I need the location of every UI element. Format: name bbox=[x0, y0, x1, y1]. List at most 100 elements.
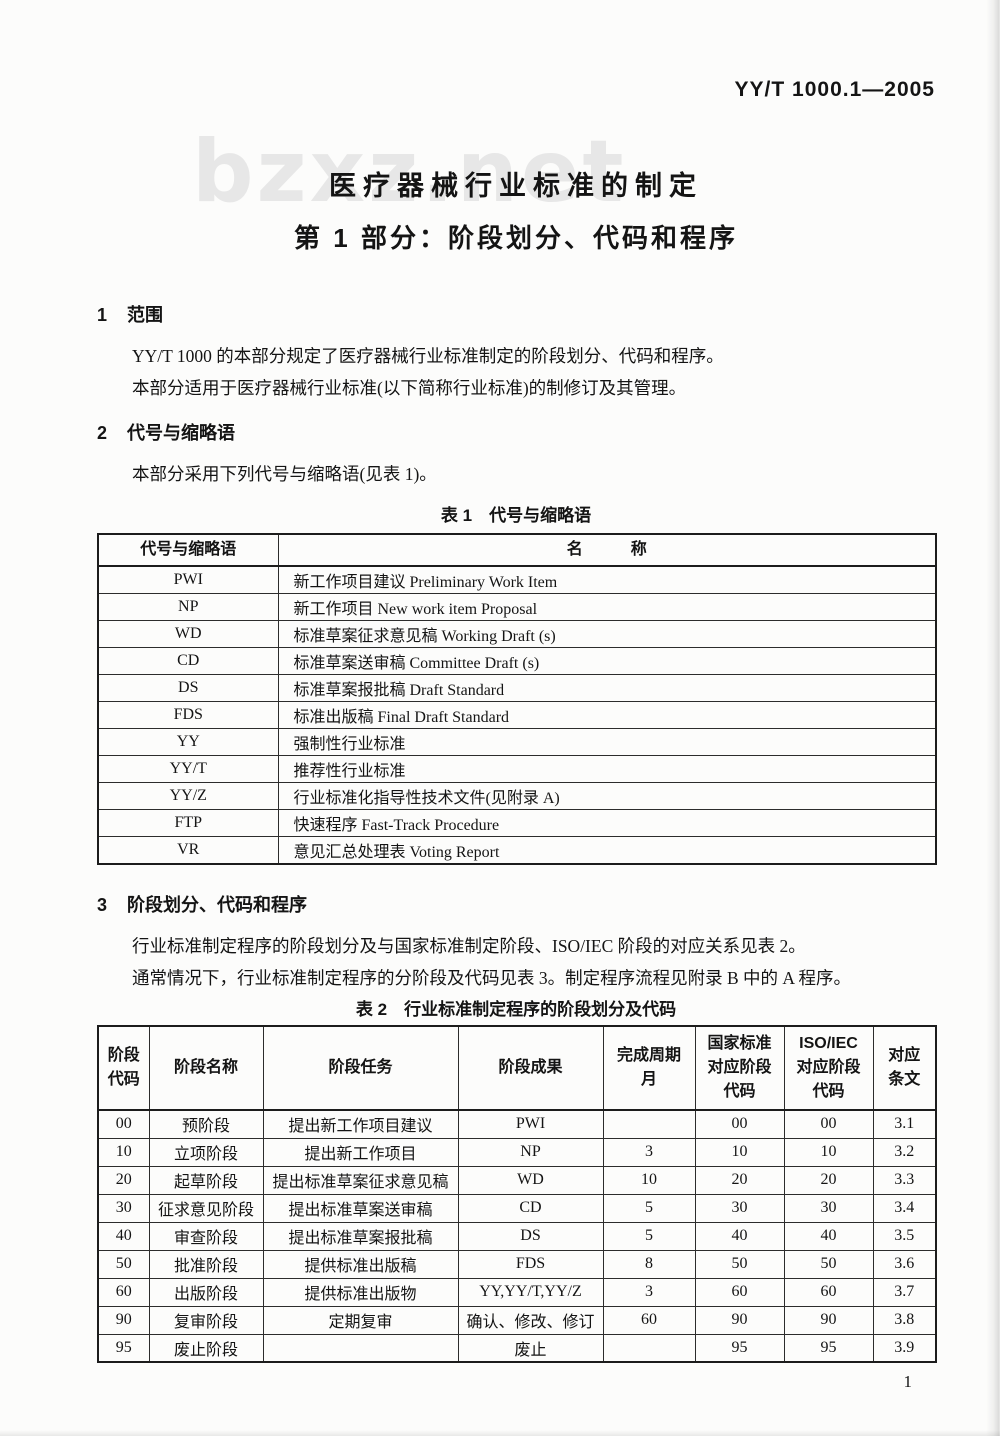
table-cell: YY/Z bbox=[97, 782, 279, 810]
table-cell: 50 bbox=[783, 1249, 874, 1279]
table-cell: FDS bbox=[97, 701, 279, 729]
section-2-heading: 2 代号与缩略语 bbox=[97, 419, 935, 445]
table-cell: DS bbox=[457, 1221, 604, 1251]
table-cell: CD bbox=[457, 1193, 604, 1223]
table-row: PWI 新工作项目建议 Preliminary Work Item bbox=[97, 565, 937, 594]
section-1-number: 1 bbox=[97, 305, 108, 325]
table-cell: 行业标准化指导性技术文件(见附录 A) bbox=[277, 782, 937, 810]
table-cell: 60 bbox=[783, 1277, 874, 1307]
table-row: VR 意见汇总处理表 Voting Report bbox=[97, 836, 937, 865]
table-cell: 3 bbox=[602, 1277, 696, 1307]
table-cell: 预阶段 bbox=[148, 1109, 264, 1139]
table-cell: 提出标准草案送审稿 bbox=[262, 1193, 459, 1223]
table-2-header-row: 阶段 代码 阶段名称 阶段任务 阶段成果 完成周期 月国家标准 对应阶段 代码 ISO/I… bbox=[97, 1025, 937, 1111]
table-cell bbox=[602, 1109, 696, 1139]
table-cell: 5 bbox=[602, 1193, 696, 1223]
table-cell: 40 bbox=[694, 1221, 785, 1251]
section-3-paragraph-1: 行业标准制定程序的阶段划分及与国家标准制定阶段、ISO/IEC 阶段的对应关系见… bbox=[132, 936, 806, 956]
table-cell: 提出新工作项目建议 bbox=[262, 1109, 459, 1139]
table-cell: 提出标准草案报批稿 bbox=[262, 1221, 459, 1251]
column-header: 对应 条文 bbox=[872, 1025, 937, 1111]
table-cell: 00 bbox=[97, 1109, 150, 1139]
table-cell: 提供标准出版稿 bbox=[262, 1249, 459, 1279]
table-cell: 征求意见阶段 bbox=[148, 1193, 264, 1223]
standard-number: YY/T 1000.1—2005 bbox=[734, 78, 935, 101]
table-cell: 批准阶段 bbox=[148, 1249, 264, 1279]
table-cell: 10 bbox=[602, 1165, 696, 1195]
table-cell: 95 bbox=[694, 1333, 785, 1363]
column-header: 名 称 bbox=[277, 533, 937, 567]
column-header: 阶段 代码 bbox=[97, 1025, 150, 1111]
table-cell bbox=[262, 1333, 459, 1363]
section-2-title: 代号与缩略语 bbox=[127, 423, 236, 443]
table-cell: 3.1 bbox=[872, 1109, 937, 1139]
table-cell: 强制性行业标准 bbox=[277, 728, 937, 756]
table-row: 00 预阶段 提出新工作项目建议 PWI 00 00 3.1 bbox=[97, 1109, 937, 1139]
table-cell: CD bbox=[97, 647, 279, 675]
table-row: FTP 快速程序 Fast-Track Procedure bbox=[97, 809, 937, 837]
table-row: 60 出版阶段 提供标准出版物 YY,YY/T,YY/Z 3 60 60 3.7 bbox=[97, 1277, 937, 1307]
document-page: YY/T 1000.1—2005 医疗器械行业标准的制定 第 1 部分：阶段划分… bbox=[97, 78, 937, 1391]
table-cell: 3 bbox=[602, 1137, 696, 1167]
table-cell: 审查阶段 bbox=[148, 1221, 264, 1251]
table-cell: PWI bbox=[457, 1109, 604, 1139]
table-cell: 50 bbox=[97, 1249, 150, 1279]
table-cell: 提出新工作项目 bbox=[262, 1137, 459, 1167]
table-cell: 95 bbox=[97, 1333, 150, 1363]
table-cell: 快速程序 Fast-Track Procedure bbox=[277, 809, 937, 837]
table-cell: 10 bbox=[694, 1137, 785, 1167]
table-cell: WD bbox=[457, 1165, 604, 1195]
table-cell: 20 bbox=[97, 1165, 150, 1195]
table-cell: 标准出版稿 Final Draft Standard bbox=[277, 701, 937, 729]
table-cell: 3.7 bbox=[872, 1277, 937, 1307]
section-3-heading: 3 阶段划分、代码和程序 bbox=[97, 891, 935, 917]
table-cell: 30 bbox=[783, 1193, 874, 1223]
table-cell: NP bbox=[457, 1137, 604, 1167]
table-2-caption: 表 2 行业标准制定程序的阶段划分及代码 bbox=[355, 1000, 677, 1019]
table-cell: 60 bbox=[694, 1277, 785, 1307]
table-cell: 40 bbox=[97, 1221, 150, 1251]
document-title: 医疗器械行业标准的制定 第 1 部分：阶段划分、代码和程序 bbox=[97, 164, 935, 255]
watermark: bzxz.net bbox=[192, 122, 627, 222]
table-cell: YY/T bbox=[97, 755, 279, 783]
section-2-number: 2 bbox=[97, 423, 108, 443]
table-cell: 废止阶段 bbox=[148, 1333, 264, 1363]
column-header: 完成周期 月 bbox=[602, 1025, 696, 1111]
table-cell: 8 bbox=[602, 1249, 696, 1279]
table-row: 50 批准阶段 提供标准出版稿 FDS 8 50 50 3.6 bbox=[97, 1249, 937, 1279]
table-row: YY/Z 行业标准化指导性技术文件(见附录 A) bbox=[97, 782, 937, 810]
table-cell: 意见汇总处理表 Voting Report bbox=[277, 836, 937, 865]
table-cell: FDS bbox=[457, 1249, 604, 1279]
table-cell: NP bbox=[97, 593, 279, 621]
title-line-2: 第 1 部分：阶段划分、代码和程序 bbox=[294, 223, 738, 253]
table-cell: 标准草案征求意见稿 Working Draft (s) bbox=[277, 620, 937, 648]
section-3-title: 阶段划分、代码和程序 bbox=[127, 895, 308, 915]
section-1-paragraph-1: YY/T 1000 的本部分规定了医疗器械行业标准制定的阶段划分、代码和程序。 bbox=[132, 346, 724, 366]
table-cell: 30 bbox=[97, 1193, 150, 1223]
table-1-header-row: 代号与缩略语名 称 bbox=[97, 533, 937, 567]
table-cell: 标准草案报批稿 Draft Standard bbox=[277, 674, 937, 702]
table-2-stages: 阶段 代码 阶段名称 阶段任务 阶段成果 完成周期 月国家标准 对应阶段 代码 ISO/I… bbox=[97, 1025, 937, 1363]
section-1-paragraph-2: 本部分适用于医疗器械行业标准(以下简称行业标准)的制修订及其管理。 bbox=[132, 378, 687, 398]
table-cell: 3.4 bbox=[872, 1193, 937, 1223]
table-cell: 3.5 bbox=[872, 1221, 937, 1251]
table-row: 10 立项阶段 提出新工作项目 NP 3 10 10 3.2 bbox=[97, 1137, 937, 1167]
table-cell: YY,YY/T,YY/Z bbox=[457, 1277, 604, 1307]
title-line-1: 医疗器械行业标准的制定 bbox=[329, 171, 703, 201]
table-cell: 00 bbox=[694, 1109, 785, 1139]
table-cell: 标准草案送审稿 Committee Draft (s) bbox=[277, 647, 937, 675]
table-cell: 30 bbox=[694, 1193, 785, 1223]
table-cell: 90 bbox=[694, 1305, 785, 1335]
column-header: 国家标准 对应阶段 代码 bbox=[694, 1025, 785, 1111]
table-cell: 95 bbox=[783, 1333, 874, 1363]
table-1-abbreviations: 代号与缩略语名 称 PWI 新工作项目建议 Preliminary Work It… bbox=[97, 533, 937, 865]
table-row: 90 复审阶段 定期复审 确认、修改、修订 60 90 90 3.8 bbox=[97, 1305, 937, 1335]
table-cell: 90 bbox=[783, 1305, 874, 1335]
table-row: 40 审查阶段 提出标准草案报批稿 DS 5 40 40 3.5 bbox=[97, 1221, 937, 1251]
table-row: CD 标准草案送审稿 Committee Draft (s) bbox=[97, 647, 937, 675]
table-row: 30 征求意见阶段 提出标准草案送审稿 CD 5 30 30 3.4 bbox=[97, 1193, 937, 1223]
table-cell: 10 bbox=[783, 1137, 874, 1167]
table-row: YY 强制性行业标准 bbox=[97, 728, 937, 756]
table-1-caption: 表 1 代号与缩略语 bbox=[440, 506, 592, 525]
table-cell: YY bbox=[97, 728, 279, 756]
